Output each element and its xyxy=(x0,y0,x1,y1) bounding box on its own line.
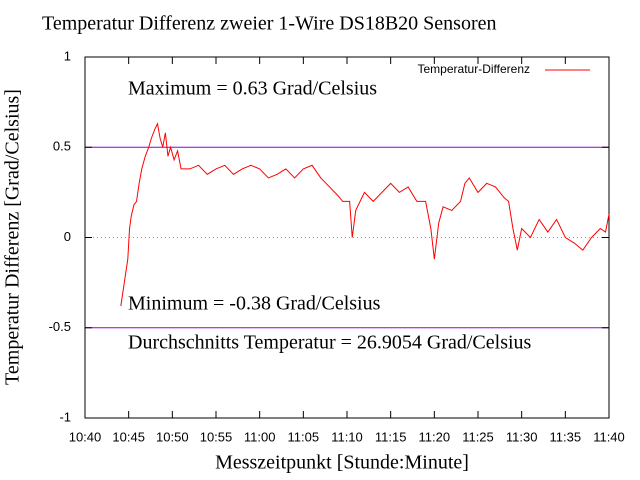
y-axis-label: Temperatur Differenz [Grad/Celsius] xyxy=(2,89,24,385)
y-tick-label: 1 xyxy=(64,48,71,63)
y-tick-label: -1 xyxy=(59,409,71,424)
annotation: Maximum = 0.63 Grad/Celsius xyxy=(128,78,377,100)
legend-label: Temperatur-Differenz xyxy=(418,62,531,76)
y-tick-label: -0.5 xyxy=(49,319,71,334)
x-axis-label: Messzeitpunkt [Stunde:Minute] xyxy=(215,452,469,474)
data-line xyxy=(120,122,610,307)
annotation: Minimum = -0.38 Grad/Celsius xyxy=(128,293,381,315)
x-tick-label: 11:40 xyxy=(593,429,625,444)
annotation: Durchschnitts Temperatur = 26.9054 Grad/… xyxy=(128,332,532,354)
x-tick-label: 11:35 xyxy=(550,429,582,444)
x-tick-label: 11:30 xyxy=(506,429,538,444)
x-tick-label: 11:00 xyxy=(244,429,276,444)
x-tick-label: 11:05 xyxy=(288,429,320,444)
y-tick-label: 0 xyxy=(64,229,71,244)
x-tick-label: 10:45 xyxy=(112,429,145,444)
x-tick-label: 10:40 xyxy=(69,429,102,444)
x-tick-label: 11:15 xyxy=(375,429,407,444)
y-tick-label: 0.5 xyxy=(53,139,71,154)
plot-frame xyxy=(84,56,610,419)
x-tick-label: 10:50 xyxy=(156,429,189,444)
x-tick-label: 11:25 xyxy=(462,429,494,444)
x-tick-label: 11:20 xyxy=(419,429,451,444)
x-tick-label: 11:10 xyxy=(331,429,363,444)
chart-title: Temperatur Differenz zweier 1-Wire DS18B… xyxy=(42,13,496,35)
x-tick-label: 10:55 xyxy=(200,429,233,444)
